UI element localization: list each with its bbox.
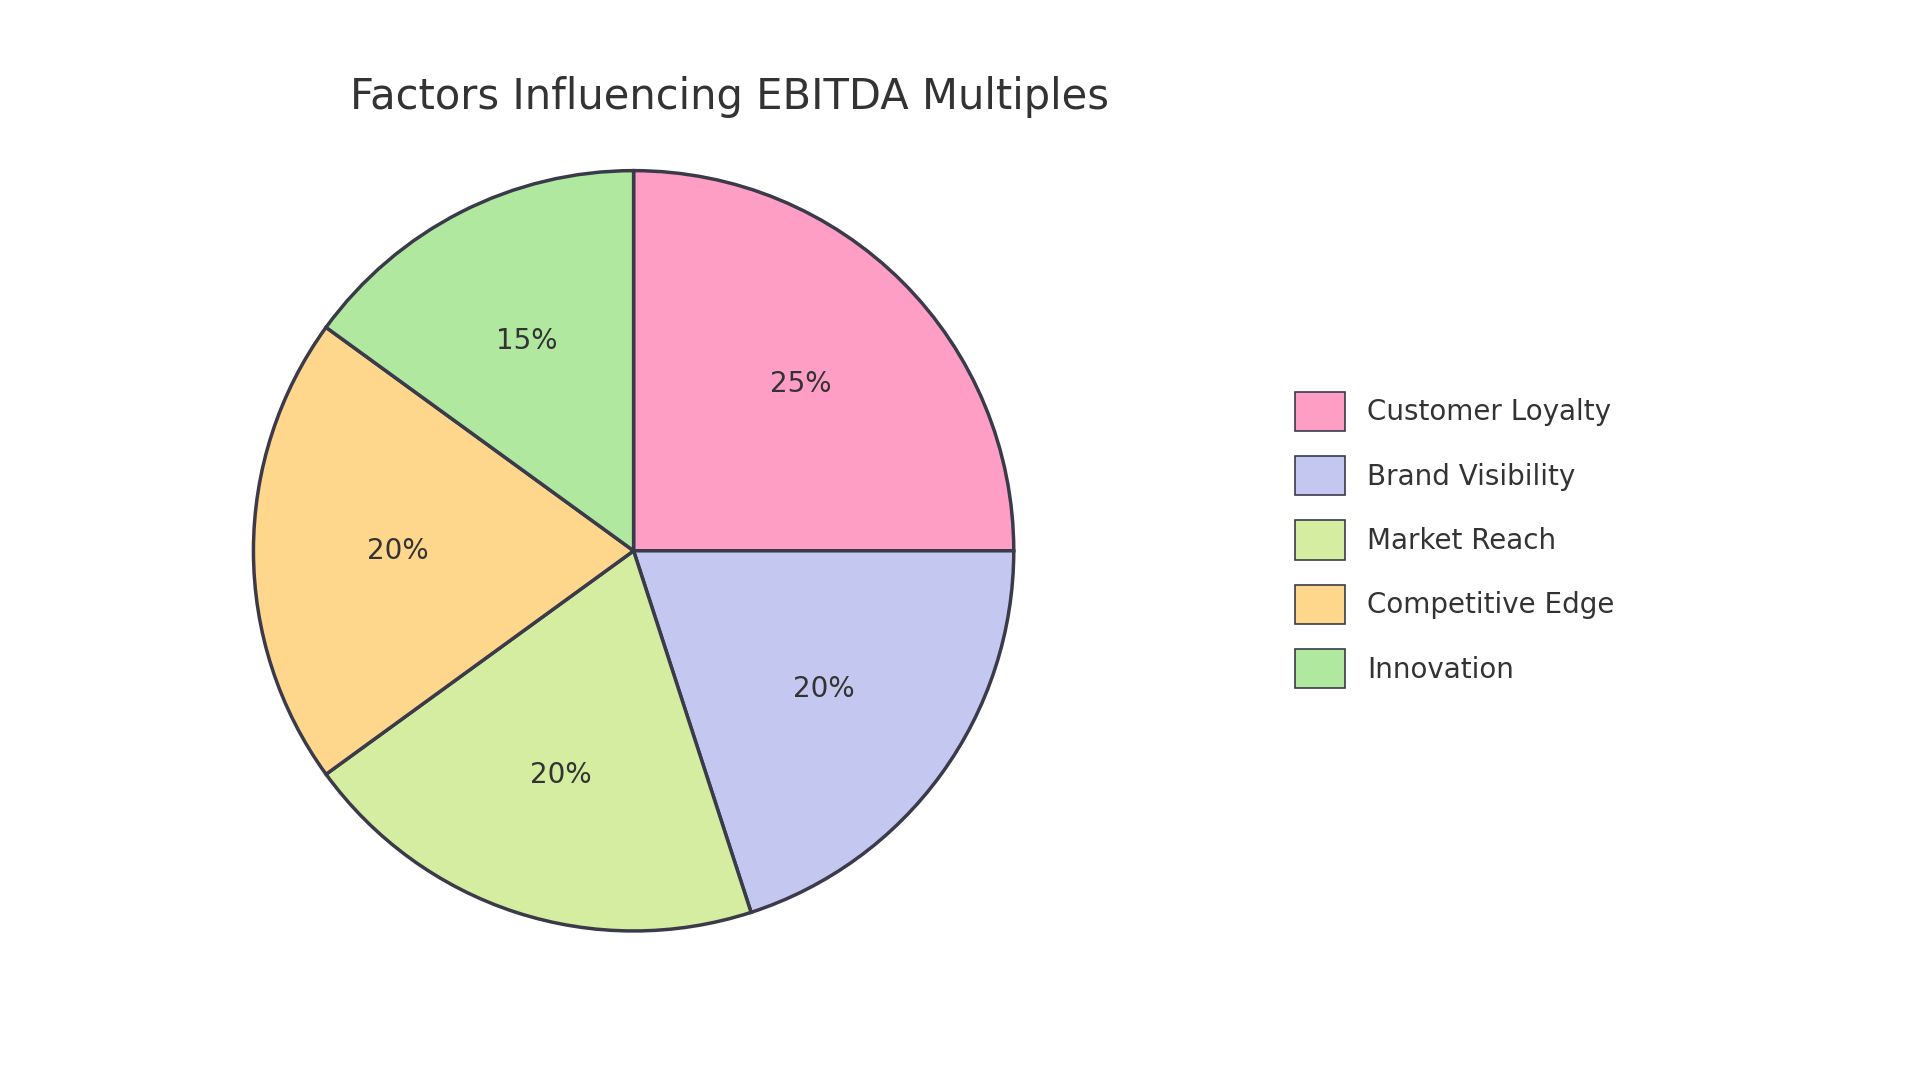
Wedge shape xyxy=(326,551,751,931)
Wedge shape xyxy=(634,171,1014,551)
Legend: Customer Loyalty, Brand Visibility, Market Reach, Competitive Edge, Innovation: Customer Loyalty, Brand Visibility, Mark… xyxy=(1281,378,1628,702)
Wedge shape xyxy=(253,327,634,774)
Wedge shape xyxy=(326,171,634,551)
Text: 20%: 20% xyxy=(367,537,428,565)
Text: Factors Influencing EBITDA Multiples: Factors Influencing EBITDA Multiples xyxy=(349,76,1110,118)
Text: 15%: 15% xyxy=(495,327,557,355)
Text: 20%: 20% xyxy=(793,675,854,703)
Wedge shape xyxy=(634,551,1014,913)
Text: 20%: 20% xyxy=(530,761,591,789)
Text: 25%: 25% xyxy=(770,370,831,399)
